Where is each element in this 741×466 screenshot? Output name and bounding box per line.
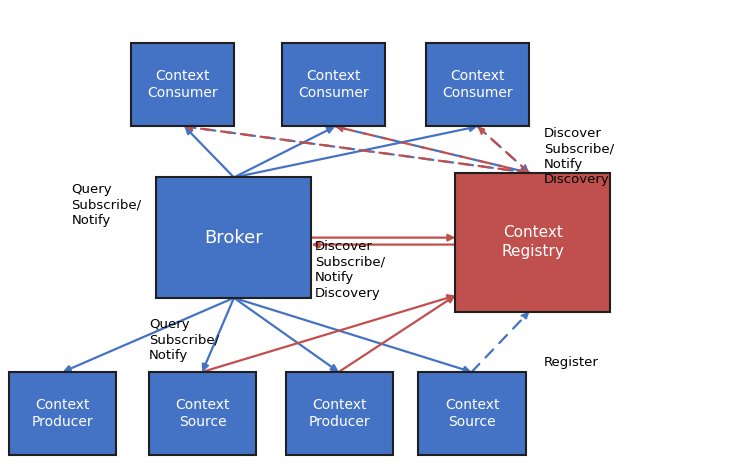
FancyBboxPatch shape <box>156 178 311 298</box>
FancyBboxPatch shape <box>285 372 393 455</box>
Text: Query
Subscribe/
Notify: Query Subscribe/ Notify <box>72 183 142 227</box>
Text: Context
Registry: Context Registry <box>502 226 565 259</box>
Text: Discover
Subscribe/
Notify
Discovery: Discover Subscribe/ Notify Discovery <box>315 240 385 300</box>
FancyBboxPatch shape <box>456 173 611 312</box>
FancyBboxPatch shape <box>426 43 529 126</box>
FancyBboxPatch shape <box>9 372 116 455</box>
Text: Context
Source: Context Source <box>445 398 499 429</box>
Text: Context
Source: Context Source <box>176 398 230 429</box>
Text: Context
Producer: Context Producer <box>308 398 370 429</box>
FancyBboxPatch shape <box>149 372 256 455</box>
Text: Query
Subscribe/
Notify: Query Subscribe/ Notify <box>149 317 219 362</box>
Text: Context
Producer: Context Producer <box>31 398 93 429</box>
FancyBboxPatch shape <box>282 43 385 126</box>
Text: Context
Consumer: Context Consumer <box>147 69 218 100</box>
Text: Context
Consumer: Context Consumer <box>442 69 513 100</box>
FancyBboxPatch shape <box>130 43 234 126</box>
Text: Register: Register <box>544 356 599 369</box>
FancyBboxPatch shape <box>419 372 525 455</box>
Text: Context
Consumer: Context Consumer <box>299 69 369 100</box>
Text: Discover
Subscribe/
Notify
Discovery: Discover Subscribe/ Notify Discovery <box>544 127 614 186</box>
Text: Broker: Broker <box>205 229 263 247</box>
